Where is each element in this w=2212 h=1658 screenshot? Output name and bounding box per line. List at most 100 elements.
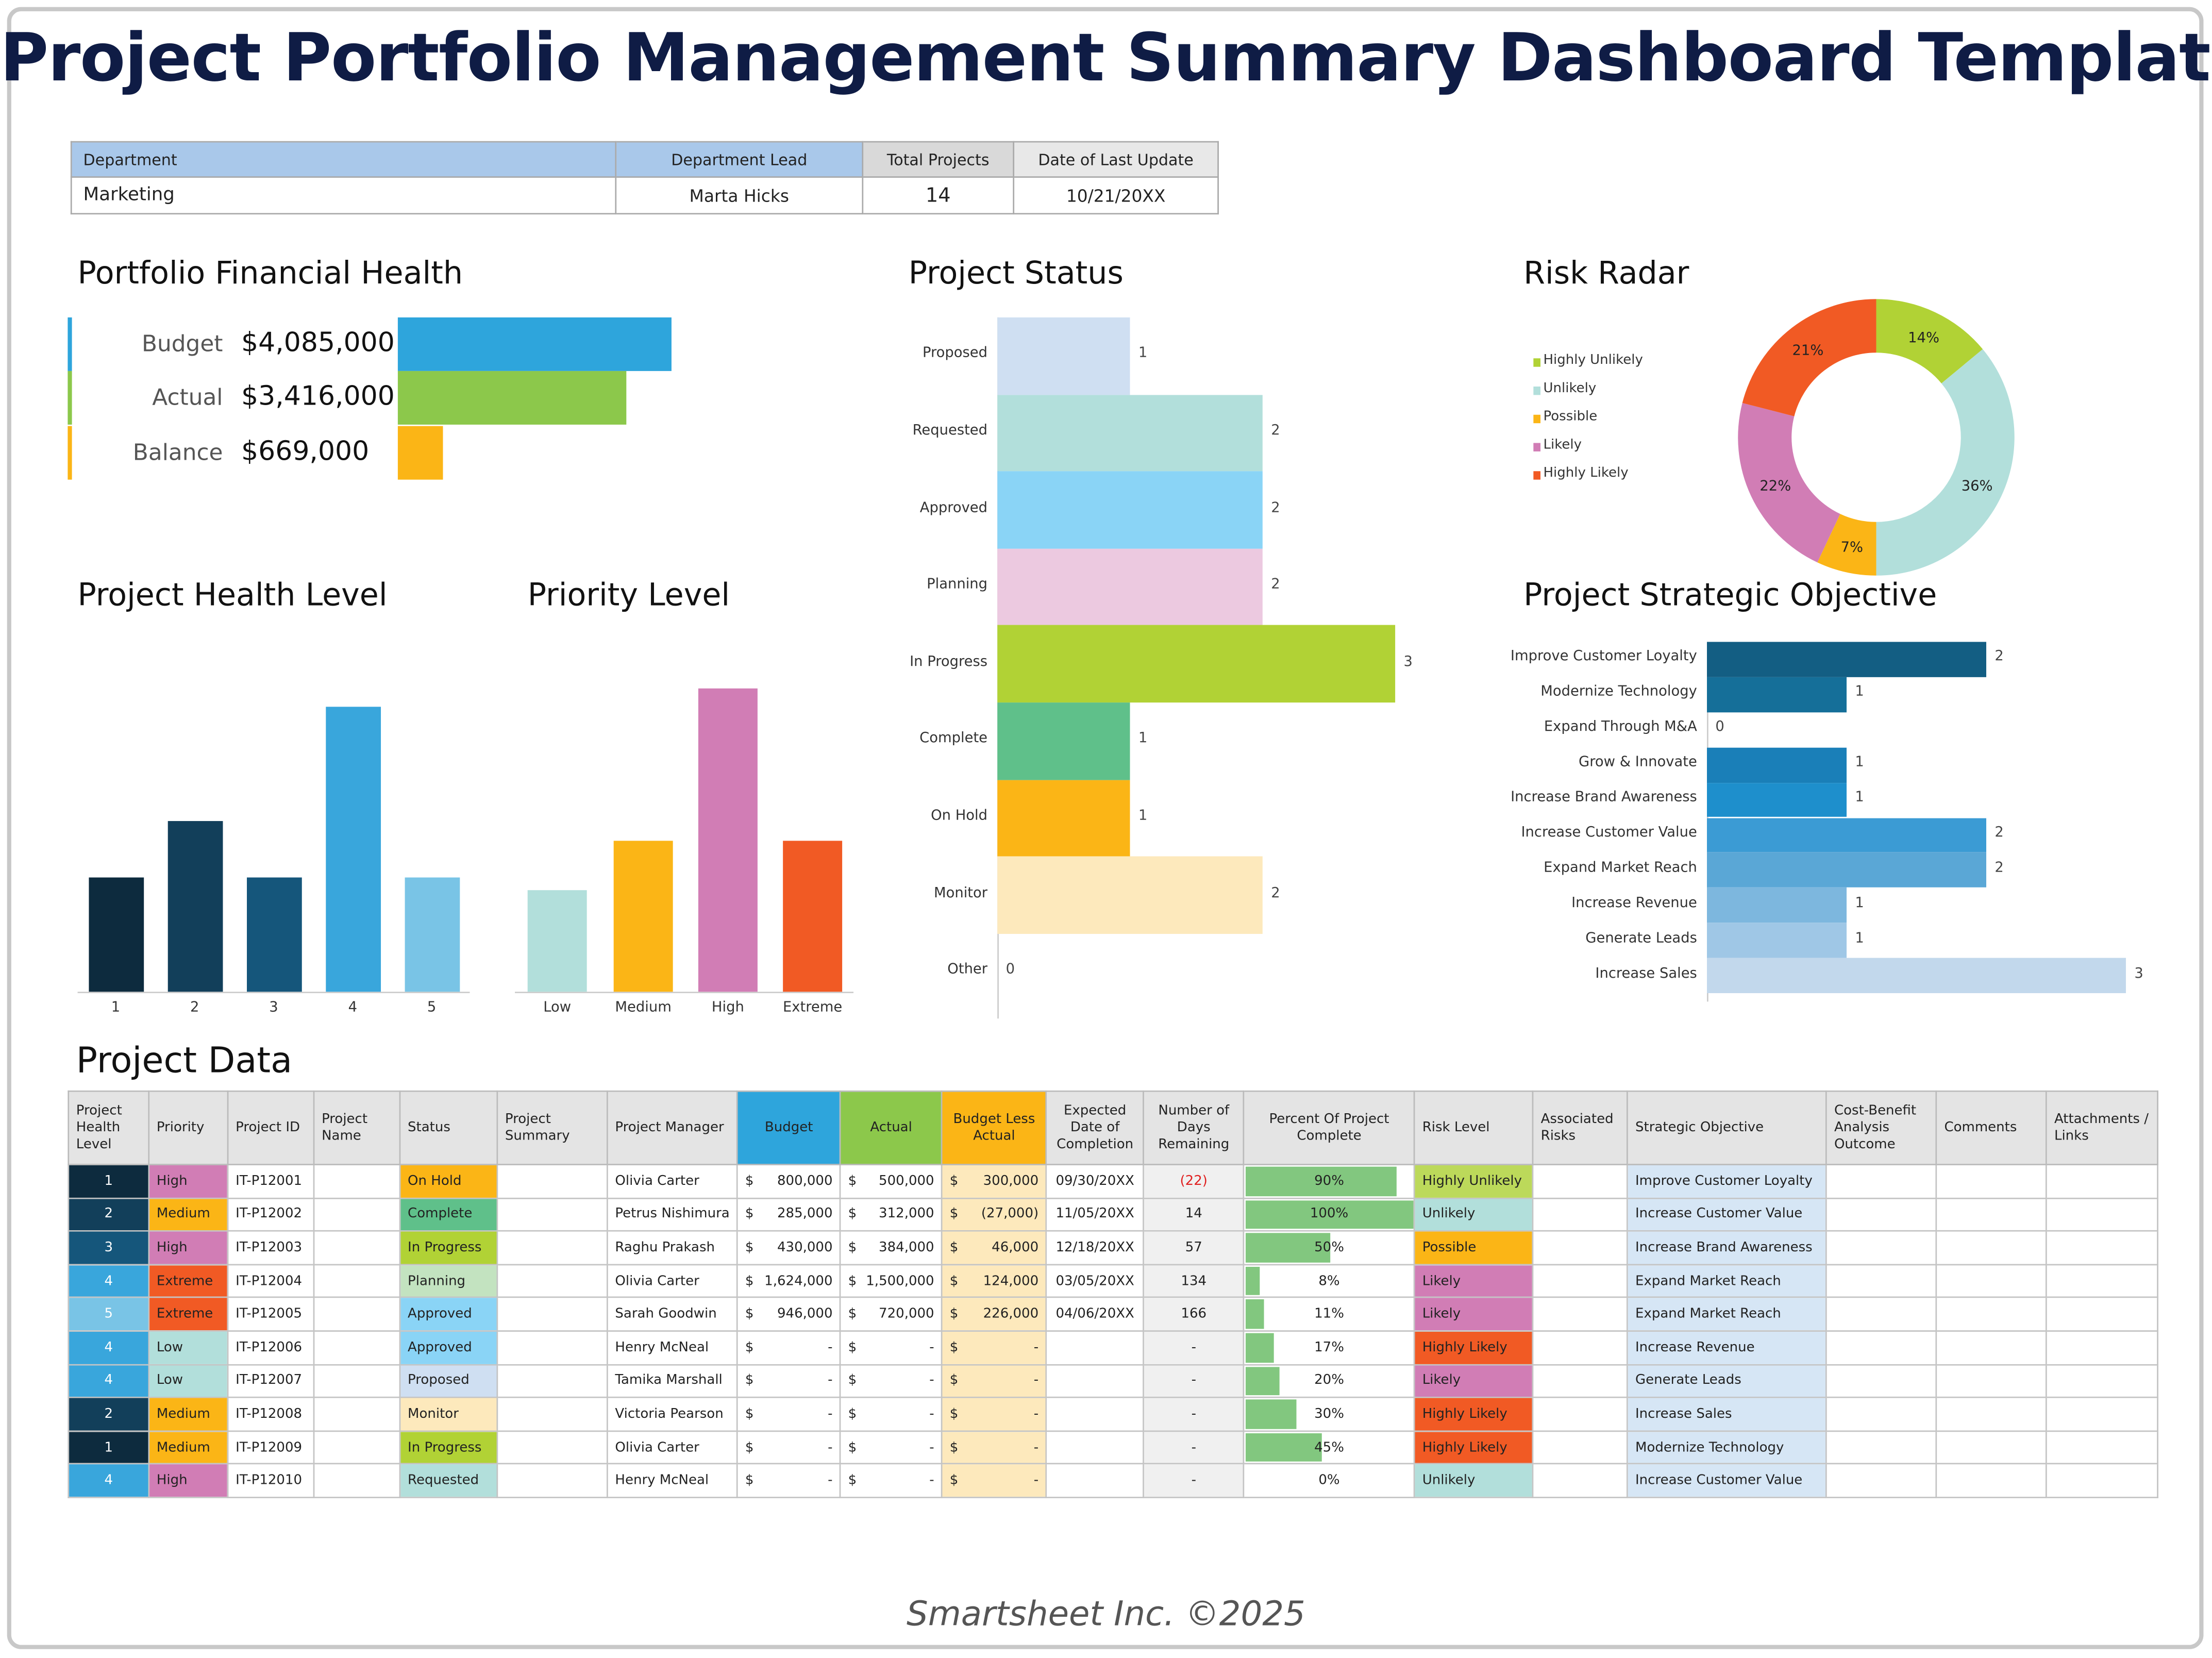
cell-percent-of-project-complete[interactable]: 0% bbox=[1243, 1463, 1416, 1498]
cell-comments[interactable] bbox=[1936, 1230, 2048, 1265]
cell-attachments-links[interactable] bbox=[2046, 1263, 2159, 1299]
cell-comments[interactable] bbox=[1936, 1463, 2048, 1498]
cell-risk-level[interactable]: Unlikely bbox=[1414, 1463, 1534, 1498]
cell-expected-date-of-completion[interactable]: 12/18/20XX bbox=[1045, 1230, 1145, 1265]
cell-project-health-level[interactable]: 4 bbox=[68, 1330, 150, 1365]
cell-project-health-level[interactable]: 2 bbox=[68, 1197, 150, 1232]
cell-associated-risks[interactable] bbox=[1532, 1330, 1629, 1365]
cell-risk-level[interactable]: Highly Likely bbox=[1414, 1330, 1534, 1365]
cell-budget[interactable]: $ - bbox=[736, 1330, 841, 1365]
cell-project-health-level[interactable]: 4 bbox=[68, 1363, 150, 1398]
cell-priority[interactable]: Medium bbox=[148, 1397, 229, 1432]
cell-status[interactable]: On Hold bbox=[399, 1164, 498, 1199]
cell-actual[interactable]: $ - bbox=[840, 1363, 943, 1398]
column-header[interactable]: Project Summary bbox=[496, 1090, 608, 1165]
cell-project-id[interactable]: IT-P12009 bbox=[227, 1430, 315, 1465]
cell-project-summary[interactable] bbox=[496, 1430, 608, 1465]
cell-budget[interactable]: $ - bbox=[736, 1430, 841, 1465]
cell-project-health-level[interactable]: 1 bbox=[68, 1164, 150, 1199]
cell-project-manager[interactable]: Olivia Carter bbox=[606, 1164, 739, 1199]
cell-budget-less-actual[interactable]: $124,000 bbox=[941, 1263, 1047, 1299]
cell-status[interactable]: In Progress bbox=[399, 1230, 498, 1265]
cell-status[interactable]: Proposed bbox=[399, 1363, 498, 1398]
cell-number-of-days-remaining[interactable]: - bbox=[1143, 1397, 1245, 1432]
cell-strategic-objective[interactable]: Expand Market Reach bbox=[1627, 1297, 1828, 1332]
cell-attachments-links[interactable] bbox=[2046, 1463, 2159, 1498]
cell-status[interactable]: Approved bbox=[399, 1297, 498, 1332]
cell-strategic-objective[interactable]: Increase Revenue bbox=[1627, 1330, 1828, 1365]
cell-project-name[interactable] bbox=[313, 1397, 401, 1432]
cell-project-summary[interactable] bbox=[496, 1463, 608, 1498]
cell-priority[interactable]: Extreme bbox=[148, 1297, 229, 1332]
cell-strategic-objective[interactable]: Increase Customer Value bbox=[1627, 1463, 1828, 1498]
cell-cost-benefit-analysis-outcome[interactable] bbox=[1825, 1363, 1937, 1398]
cell-project-manager[interactable]: Sarah Goodwin bbox=[606, 1297, 739, 1332]
cell-number-of-days-remaining[interactable]: - bbox=[1143, 1363, 1245, 1398]
cell-budget[interactable]: $800,000 bbox=[736, 1164, 841, 1199]
cell-expected-date-of-completion[interactable] bbox=[1045, 1363, 1145, 1398]
cell-percent-of-project-complete[interactable]: 30% bbox=[1243, 1397, 1416, 1432]
cell-expected-date-of-completion[interactable] bbox=[1045, 1430, 1145, 1465]
column-header[interactable]: Budget bbox=[736, 1090, 841, 1165]
cell-budget-less-actual[interactable]: $46,000 bbox=[941, 1230, 1047, 1265]
cell-budget-less-actual[interactable]: $226,000 bbox=[941, 1297, 1047, 1332]
cell-risk-level[interactable]: Unlikely bbox=[1414, 1197, 1534, 1232]
cell-budget-less-actual[interactable]: $ - bbox=[941, 1463, 1047, 1498]
cell-budget[interactable]: $1,624,000 bbox=[736, 1263, 841, 1299]
cell-status[interactable]: Requested bbox=[399, 1463, 498, 1498]
cell-priority[interactable]: Low bbox=[148, 1330, 229, 1365]
column-header[interactable]: Actual bbox=[840, 1090, 943, 1165]
cell-associated-risks[interactable] bbox=[1532, 1297, 1629, 1332]
cell-expected-date-of-completion[interactable]: 09/30/20XX bbox=[1045, 1164, 1145, 1199]
cell-project-summary[interactable] bbox=[496, 1197, 608, 1232]
cell-number-of-days-remaining[interactable]: 166 bbox=[1143, 1297, 1245, 1332]
cell-associated-risks[interactable] bbox=[1532, 1463, 1629, 1498]
cell-status[interactable]: Monitor bbox=[399, 1397, 498, 1432]
cell-actual[interactable]: $ - bbox=[840, 1397, 943, 1432]
cell-number-of-days-remaining[interactable]: - bbox=[1143, 1463, 1245, 1498]
cell-project-summary[interactable] bbox=[496, 1363, 608, 1398]
column-header[interactable]: Attachments / Links bbox=[2046, 1090, 2159, 1165]
cell-percent-of-project-complete[interactable]: 20% bbox=[1243, 1363, 1416, 1398]
cell-project-id[interactable]: IT-P12005 bbox=[227, 1297, 315, 1332]
column-header[interactable]: Strategic Objective bbox=[1627, 1090, 1828, 1165]
cell-status[interactable]: Complete bbox=[399, 1197, 498, 1232]
cell-comments[interactable] bbox=[1936, 1430, 2048, 1465]
cell-comments[interactable] bbox=[1936, 1297, 2048, 1332]
cell-associated-risks[interactable] bbox=[1532, 1263, 1629, 1299]
cell-associated-risks[interactable] bbox=[1532, 1430, 1629, 1465]
cell-project-manager[interactable]: Petrus Nishimura bbox=[606, 1197, 739, 1232]
column-header[interactable]: Project Name bbox=[313, 1090, 401, 1165]
cell-project-summary[interactable] bbox=[496, 1397, 608, 1432]
cell-comments[interactable] bbox=[1936, 1197, 2048, 1232]
cell-associated-risks[interactable] bbox=[1532, 1397, 1629, 1432]
cell-project-name[interactable] bbox=[313, 1330, 401, 1365]
cell-risk-level[interactable]: Highly Likely bbox=[1414, 1397, 1534, 1432]
cell-budget[interactable]: $285,000 bbox=[736, 1197, 841, 1232]
cell-project-health-level[interactable]: 4 bbox=[68, 1463, 150, 1498]
column-header[interactable]: Budget Less Actual bbox=[941, 1090, 1047, 1165]
cell-status[interactable]: Approved bbox=[399, 1330, 498, 1365]
cell-attachments-links[interactable] bbox=[2046, 1330, 2159, 1365]
cell-priority[interactable]: Extreme bbox=[148, 1263, 229, 1299]
cell-strategic-objective[interactable]: Modernize Technology bbox=[1627, 1430, 1828, 1465]
cell-attachments-links[interactable] bbox=[2046, 1164, 2159, 1199]
column-header[interactable]: Cost-Benefit Analysis Outcome bbox=[1825, 1090, 1937, 1165]
cell-project-name[interactable] bbox=[313, 1297, 401, 1332]
cell-project-manager[interactable]: Henry McNeal bbox=[606, 1463, 739, 1498]
cell-budget-less-actual[interactable]: $ - bbox=[941, 1363, 1047, 1398]
column-header[interactable]: Percent Of Project Complete bbox=[1243, 1090, 1416, 1165]
cell-strategic-objective[interactable]: Improve Customer Loyalty bbox=[1627, 1164, 1828, 1199]
cell-project-id[interactable]: IT-P12004 bbox=[227, 1263, 315, 1299]
cell-strategic-objective[interactable]: Expand Market Reach bbox=[1627, 1263, 1828, 1299]
cell-actual[interactable]: $ - bbox=[840, 1430, 943, 1465]
cell-actual[interactable]: $1,500,000 bbox=[840, 1263, 943, 1299]
cell-project-health-level[interactable]: 4 bbox=[68, 1263, 150, 1299]
cell-budget-less-actual[interactable]: $ - bbox=[941, 1430, 1047, 1465]
cell-cost-benefit-analysis-outcome[interactable] bbox=[1825, 1297, 1937, 1332]
cell-project-id[interactable]: IT-P12001 bbox=[227, 1164, 315, 1199]
cell-project-id[interactable]: IT-P12003 bbox=[227, 1230, 315, 1265]
cell-project-name[interactable] bbox=[313, 1263, 401, 1299]
cell-priority[interactable]: High bbox=[148, 1164, 229, 1199]
column-header[interactable]: Project Health Level bbox=[68, 1090, 150, 1165]
